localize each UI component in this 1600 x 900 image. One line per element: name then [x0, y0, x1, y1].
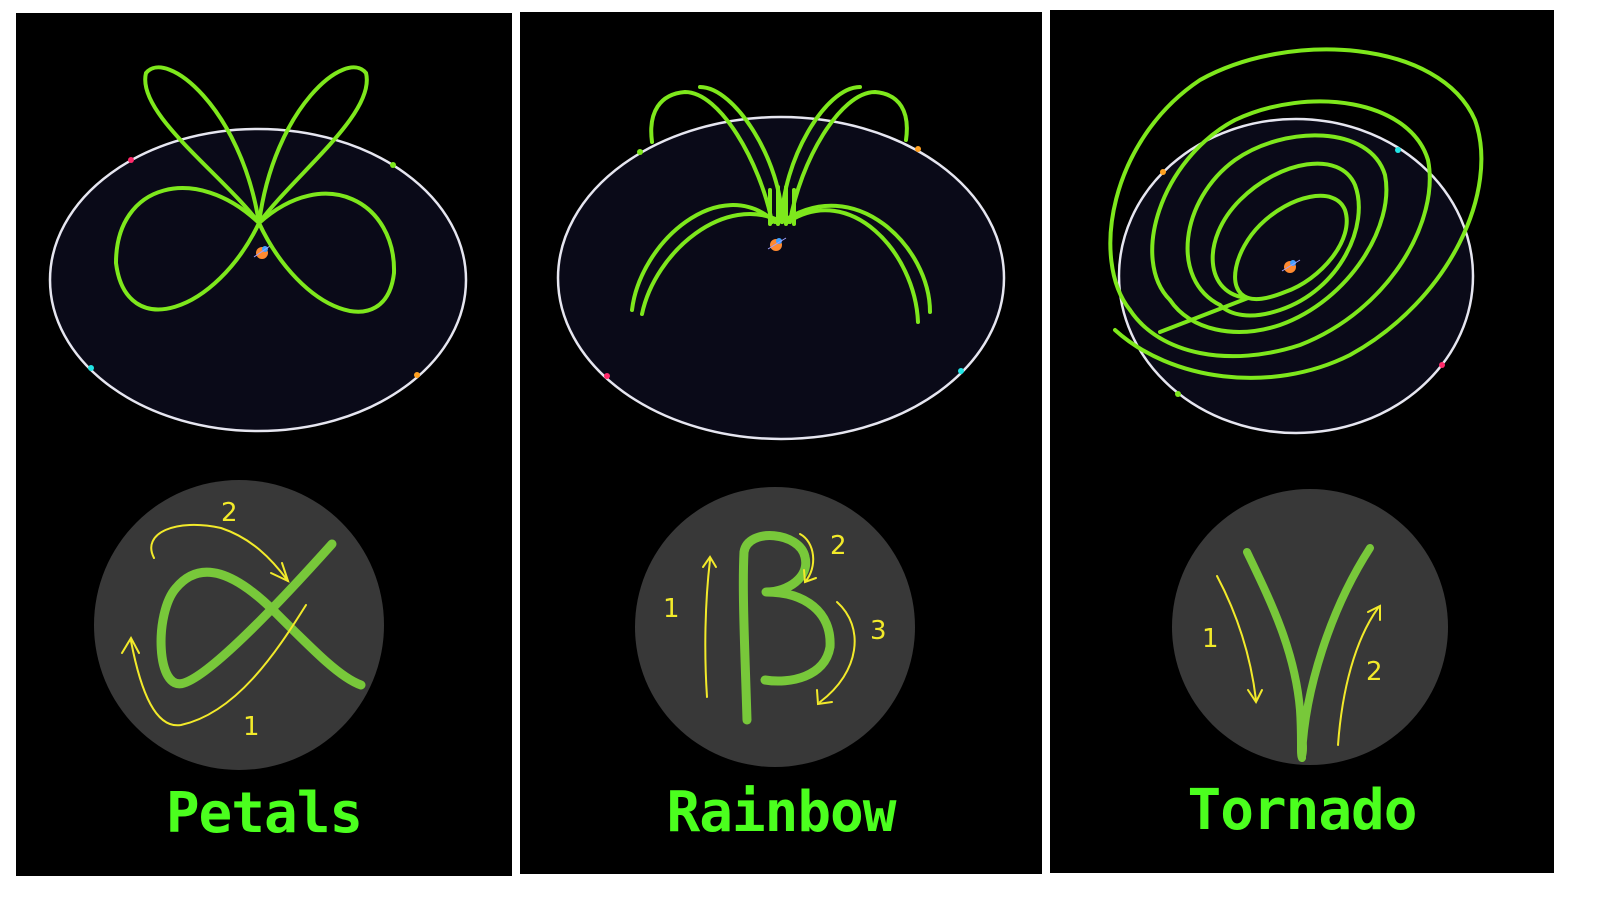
arena-marker — [390, 162, 396, 168]
arena-marker — [915, 146, 921, 152]
gamma-gesture-icon — [1243, 544, 1374, 762]
rainbow-panel: 1 2 3 Rainbow — [520, 12, 1042, 874]
alpha-gesture-icon — [156, 539, 366, 690]
drone-icon — [1281, 259, 1301, 273]
arena-marker — [637, 149, 643, 155]
pattern-name: Rainbow — [666, 780, 896, 845]
petals-illustration: 2 1 — [48, 65, 468, 770]
arena-marker — [1175, 391, 1181, 397]
step-label: 1 — [663, 594, 680, 624]
gesture-disc — [1172, 489, 1448, 765]
tornado-panel: 1 2 Tornado — [1050, 10, 1554, 873]
gesture-annotation — [702, 533, 856, 706]
tornado-illustration: 1 2 — [1108, 47, 1484, 765]
arena-marker — [1160, 169, 1166, 175]
flight-path — [1108, 47, 1484, 380]
arena-marker — [604, 373, 610, 379]
arena-ellipse — [556, 115, 1006, 441]
gesture-disc — [94, 480, 384, 770]
step-label: 2 — [1366, 657, 1383, 687]
beta-gesture-icon — [738, 531, 835, 725]
pattern-name: Petals — [165, 781, 363, 846]
arena-marker — [1439, 362, 1445, 368]
rainbow-illustration: 1 2 3 — [556, 85, 1006, 767]
flight-path — [114, 65, 397, 314]
gesture-annotation — [1216, 575, 1381, 746]
gesture-disc — [635, 487, 915, 767]
arena-marker — [1395, 147, 1401, 153]
drone-icon — [253, 245, 271, 259]
arena-marker — [414, 372, 420, 378]
step-label: 3 — [870, 616, 887, 646]
gesture-annotation — [121, 523, 307, 727]
step-label: 2 — [830, 531, 847, 561]
step-label: 1 — [1202, 624, 1219, 654]
arena-ellipse — [48, 127, 468, 433]
step-label: 2 — [221, 498, 238, 528]
arena-marker — [958, 368, 964, 374]
pattern-name: Tornado — [1187, 778, 1417, 843]
step-label: 1 — [243, 712, 260, 742]
flight-path — [630, 85, 932, 324]
drone-icon — [767, 237, 787, 251]
arena-marker — [128, 157, 134, 163]
arena-marker — [88, 365, 94, 371]
petals-panel: 2 1 Petals — [16, 13, 512, 876]
